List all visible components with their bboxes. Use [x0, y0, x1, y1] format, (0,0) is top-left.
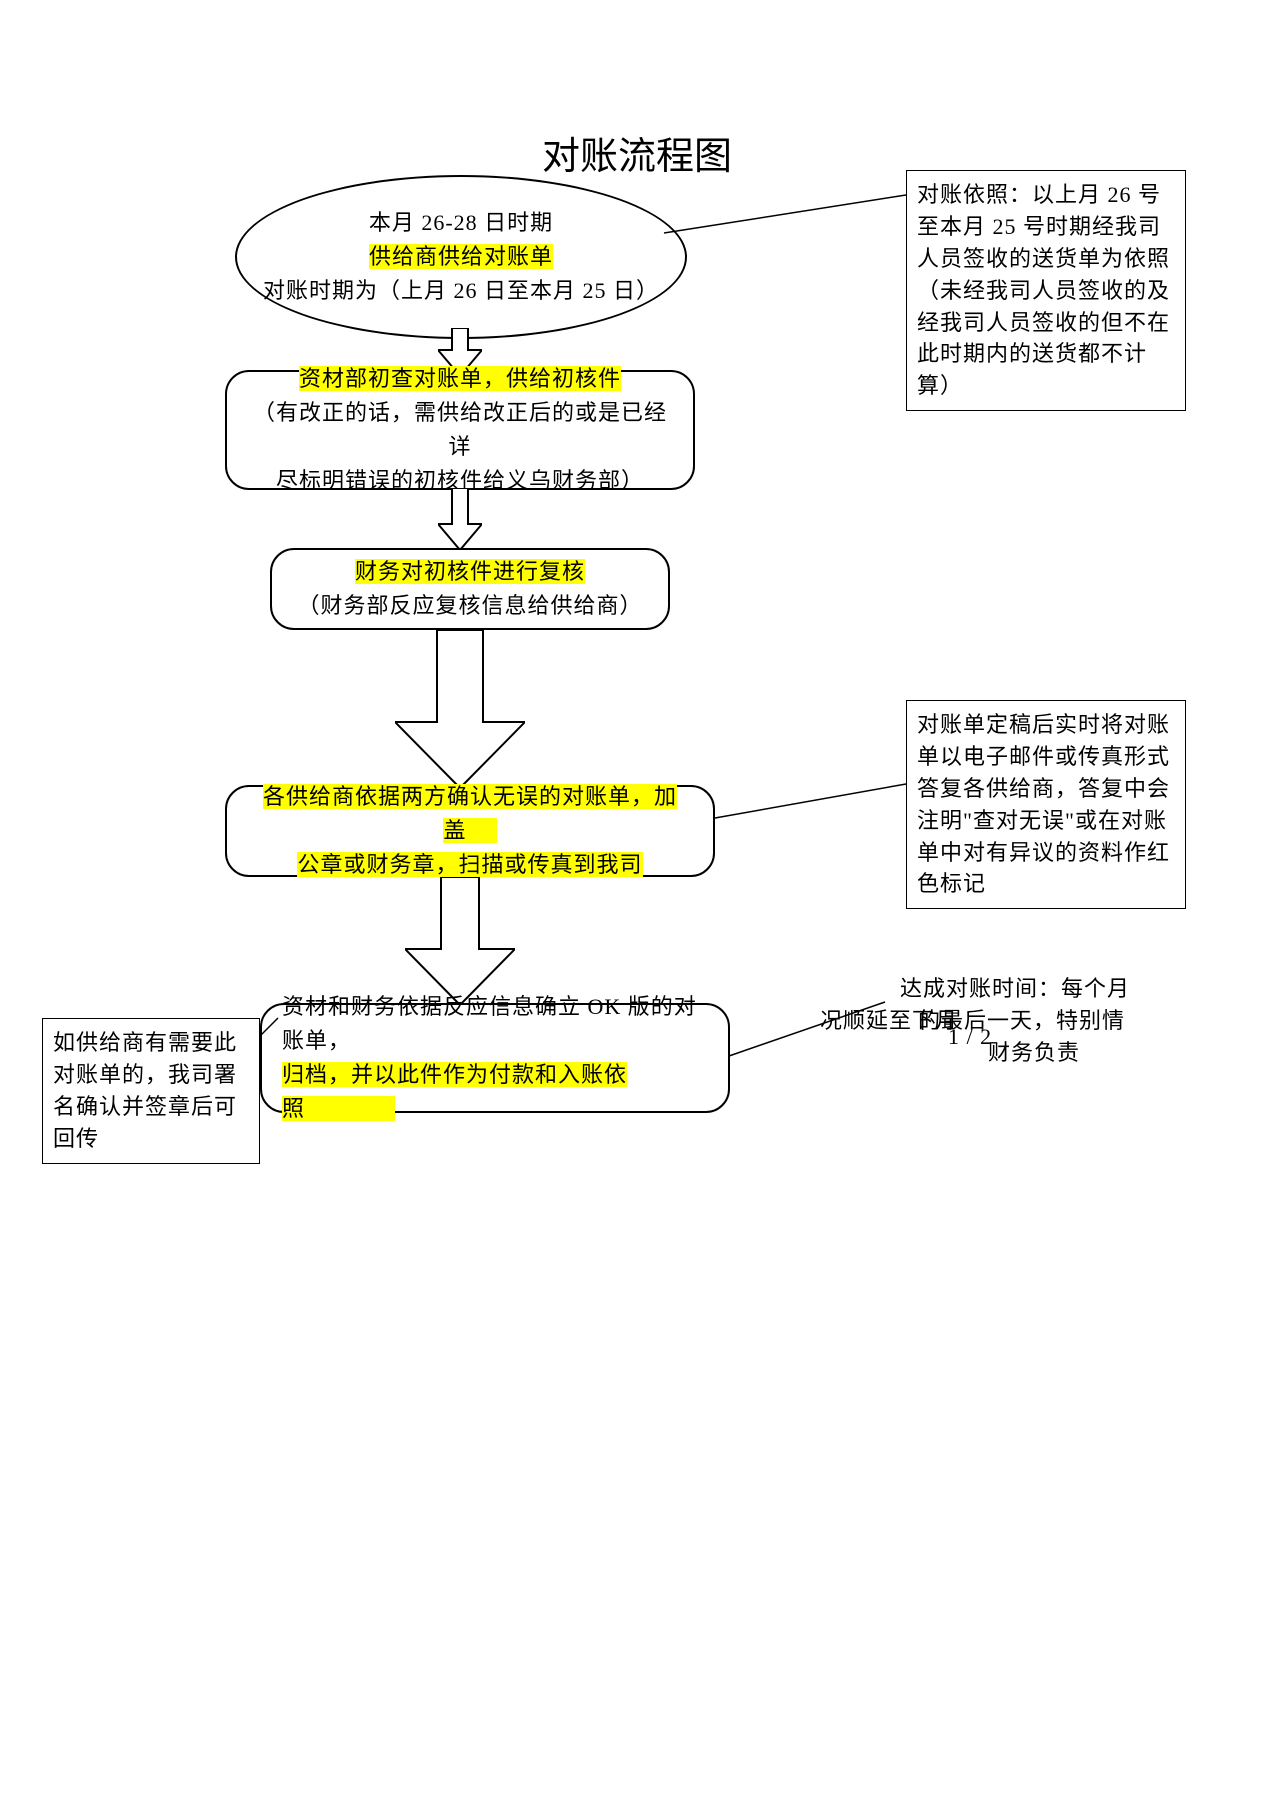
node5-line1-plain: 资材和财务依据反应信息确立 OK 版的对账单，	[282, 994, 697, 1053]
loose-text-line1: 达成对账时间：每个月	[900, 972, 1130, 1005]
callout-line-1	[660, 185, 910, 245]
node2-line2: （有改正的话，需供给改正后的或是已经详	[247, 396, 673, 464]
annot-mid-right-text: 对账单定稿后实时将对账单以电子邮件或传真形式答复各供给商，答复中会注明"查对无误…	[917, 712, 1170, 896]
annot-left: 如供给商有需要此对账单的，我司署名确认并签章后可回传	[42, 1018, 260, 1164]
loose-text-line3: 财务负责	[988, 1036, 1080, 1069]
node2-line1: 资材部初查对账单，供给初核件	[299, 362, 621, 396]
node5-line1: 资材和财务依据反应信息确立 OK 版的对账单，	[282, 990, 708, 1058]
flowchart-page: 对账流程图 本月 26-28 日时期 供给商供给对账单 对账时期为（上月 26 …	[0, 0, 1274, 1804]
annot-mid-right: 对账单定稿后实时将对账单以电子邮件或传真形式答复各供给商，答复中会注明"查对无误…	[906, 700, 1186, 909]
node5-line2-hl: 归档，并以此件作为付款和入账依照	[282, 1062, 627, 1121]
annot-top-right: 对账依照：以上月 26 号至本月 25 号时期经我司人员签收的送货单为依照（未经…	[906, 170, 1186, 411]
arrow-4	[405, 877, 515, 1005]
callout-line-2	[713, 780, 913, 840]
node3-line1: 财务对初核件进行复核	[355, 555, 585, 589]
node4-line1-hl: 各供给商依据两方确认无误的对账单，加盖	[263, 784, 677, 843]
arrow-3	[395, 630, 525, 788]
loose-text-pagenum: 1 / 2	[948, 1020, 992, 1053]
node4-line1: 各供给商依据两方确认无误的对账单，加盖	[247, 780, 693, 848]
node-5: 资材和财务依据反应信息确立 OK 版的对账单， 归档，并以此件作为付款和入账依照	[260, 1003, 730, 1113]
node-3: 财务对初核件进行复核 （财务部反应复核信息给供给商）	[270, 548, 670, 630]
node1-line2: 供给商供给对账单	[369, 240, 553, 274]
node-start-ellipse: 本月 26-28 日时期 供给商供给对账单 对账时期为（上月 26 日至本月 2…	[235, 175, 687, 339]
annot-top-right-text: 对账依照：以上月 26 号至本月 25 号时期经我司人员签收的送货单为依照（未经…	[917, 182, 1170, 398]
arrow-2	[438, 488, 482, 550]
node2-line1-hl: 资材部初查对账单，供给初核件	[299, 366, 621, 391]
node1-line3: 对账时期为（上月 26 日至本月 25 日）	[263, 274, 659, 308]
node1-line1: 本月 26-28 日时期	[369, 206, 553, 240]
annot-left-text: 如供给商有需要此对账单的，我司署名确认并签章后可回传	[53, 1030, 237, 1151]
node3-line1-hl: 财务对初核件进行复核	[355, 559, 585, 584]
callout-line-3	[258, 1014, 288, 1044]
node3-line2: （财务部反应复核信息给供给商）	[297, 589, 642, 623]
node5-line2: 归档，并以此件作为付款和入账依照	[282, 1058, 708, 1126]
node-2: 资材部初查对账单，供给初核件 （有改正的话，需供给改正后的或是已经详 尽标明错误…	[225, 370, 695, 490]
node4-line2-hl: 公章或财务章，扫描或传真到我司	[297, 852, 642, 877]
node1-line2-hl: 供给商供给对账单	[369, 244, 553, 269]
node-4: 各供给商依据两方确认无误的对账单，加盖 公章或财务章，扫描或传真到我司	[225, 785, 715, 877]
